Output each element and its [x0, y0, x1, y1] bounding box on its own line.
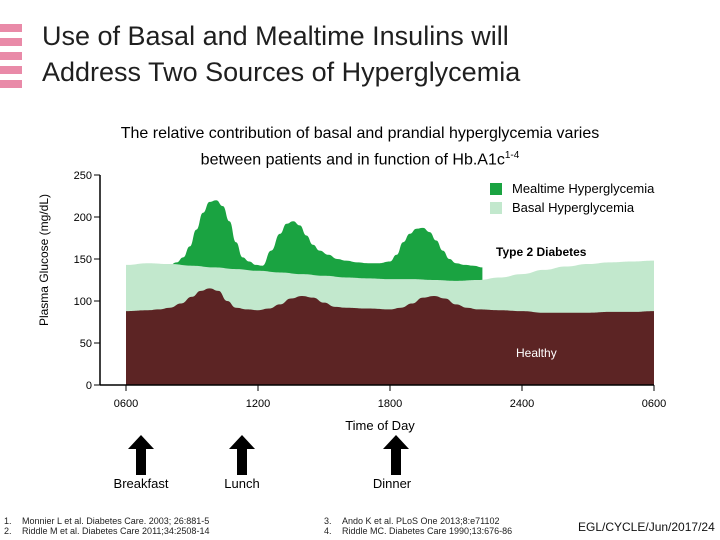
- legend-item-mealtime: Mealtime Hyperglycemia: [490, 179, 654, 198]
- chart-subtitle: The relative contribution of basal and p…: [70, 123, 650, 171]
- legend-swatch-mealtime: [490, 182, 502, 195]
- legend-swatch-basal: [490, 201, 502, 214]
- references-right: 3. Ando K et al. PLoS One 2013;8:e71102 4…: [324, 516, 512, 536]
- annotation-type2-diabetes: Type 2 Diabetes: [496, 245, 587, 259]
- y-axis-label: Plasma Glucose (mg/dL): [37, 193, 51, 327]
- series-area-healthy: [126, 288, 654, 385]
- dinner-arrow-icon: [383, 435, 409, 475]
- y-tick-label-0: 0: [86, 380, 92, 392]
- y-tick-label-200: 200: [74, 212, 92, 224]
- reference-4-number: 4.: [324, 526, 332, 536]
- y-tick-label-250: 250: [74, 170, 92, 182]
- footer-code: EGL/CYCLE/Jun/2017/24: [578, 520, 715, 534]
- reference-4-text: Riddle MC. Diabetes Care 1990;13:676-86: [342, 526, 513, 536]
- y-tick-label-150: 150: [74, 254, 92, 266]
- lunch-arrow-icon: [229, 435, 255, 475]
- meal-label-breakfast: Breakfast: [113, 476, 169, 491]
- legend-item-basal: Basal Hyperglycemia: [490, 198, 654, 217]
- x-tick-label-3: 2400: [510, 398, 534, 410]
- legend: Mealtime Hyperglycemia Basal Hyperglycem…: [490, 179, 654, 217]
- legend-label-basal: Basal Hyperglycemia: [512, 200, 635, 215]
- reference-1-text: Monnier L et al. Diabetes Care. 2003; 26…: [22, 516, 210, 526]
- y-tick-label-50: 50: [80, 338, 92, 350]
- meal-label-dinner: Dinner: [372, 476, 412, 491]
- slide-title: Use of Basal and Mealtime Insulins will …: [42, 18, 682, 90]
- accent-bar-5: [0, 80, 22, 88]
- subtitle-superscript: 1-4: [504, 150, 520, 161]
- reference-2: 2. Riddle M et al. Diabetes Care 2011;34:…: [4, 526, 209, 536]
- meal-label-lunch: Lunch: [224, 476, 260, 491]
- reference-2-number: 2.: [4, 526, 12, 536]
- x-tick-label-0: 0600: [114, 398, 138, 410]
- reference-3-number: 3.: [324, 516, 332, 526]
- accent-bar-3: [0, 52, 22, 60]
- x-axis-label: Time of Day: [345, 418, 415, 433]
- slide-title-line-1: Use of Basal and Mealtime Insulins will: [42, 21, 509, 51]
- accent-bar-1: [0, 24, 22, 32]
- slide-title-line-2: Address Two Sources of Hyperglycemia: [42, 57, 521, 87]
- y-tick-label-100: 100: [74, 296, 92, 308]
- reference-1: 1. Monnier L et al. Diabetes Care. 2003; …: [4, 516, 209, 526]
- references-left: 1. Monnier L et al. Diabetes Care. 2003; …: [4, 516, 209, 536]
- x-tick-label-2: 1800: [378, 398, 402, 410]
- breakfast-arrow-icon: [128, 435, 154, 475]
- reference-4: 4. Riddle MC. Diabetes Care 1990;13:676-8…: [324, 526, 512, 536]
- x-tick-label-4: 0600: [642, 398, 666, 410]
- subtitle-line-2-text: between patients and in function of Hb.A…: [200, 151, 505, 169]
- reference-2-text: Riddle M et al. Diabetes Care 2011;34:25…: [22, 526, 210, 536]
- legend-label-mealtime: Mealtime Hyperglycemia: [512, 181, 655, 196]
- x-tick-label-1: 1200: [246, 398, 270, 410]
- reference-3-text: Ando K et al. PLoS One 2013;8:e71102: [342, 516, 500, 526]
- accent-bar-2: [0, 38, 22, 46]
- accent-bar-4: [0, 66, 22, 74]
- reference-1-number: 1.: [4, 516, 12, 526]
- reference-3: 3. Ando K et al. PLoS One 2013;8:e71102: [324, 516, 512, 526]
- subtitle-line-1: The relative contribution of basal and p…: [120, 125, 600, 142]
- subtitle-line-2: between patients and in function of Hb.A…: [70, 145, 650, 171]
- annotation-healthy: Healthy: [516, 346, 557, 360]
